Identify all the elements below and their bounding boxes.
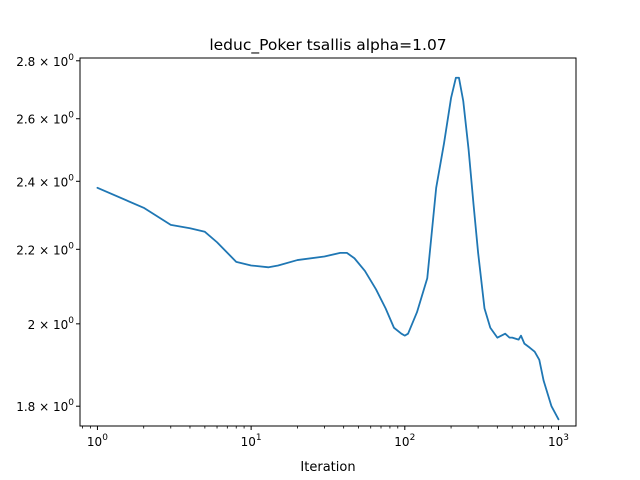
x-axis-ticks: 100 101 102 103 [82,426,569,449]
y-tick-label: 1.8 × 100 [16,398,74,414]
x-tick-label: 102 [394,433,415,449]
series-layer [96,76,560,421]
y-tick-label: 2.6 × 100 [16,111,74,127]
x-axis-label: Iteration [300,460,355,475]
series-line [96,76,560,421]
y-tick-label: 2 × 100 [28,316,75,332]
x-tick-label: 100 [87,433,108,449]
y-tick-label: 2.8 × 100 [16,53,74,69]
y-tick-label: 2.2 × 100 [16,241,74,257]
plot-frame [79,57,577,427]
chart-title: leduc_Poker tsallis alpha=1.07 [209,36,446,55]
y-tick-label: 2.4 × 100 [16,173,74,189]
x-tick-label: 101 [241,433,262,449]
x-tick-label: 103 [548,433,569,449]
y-axis-ticks: 1.8 × 100 2 × 100 2.2 × 100 2.4 × 100 2.6 × … [16,53,80,414]
